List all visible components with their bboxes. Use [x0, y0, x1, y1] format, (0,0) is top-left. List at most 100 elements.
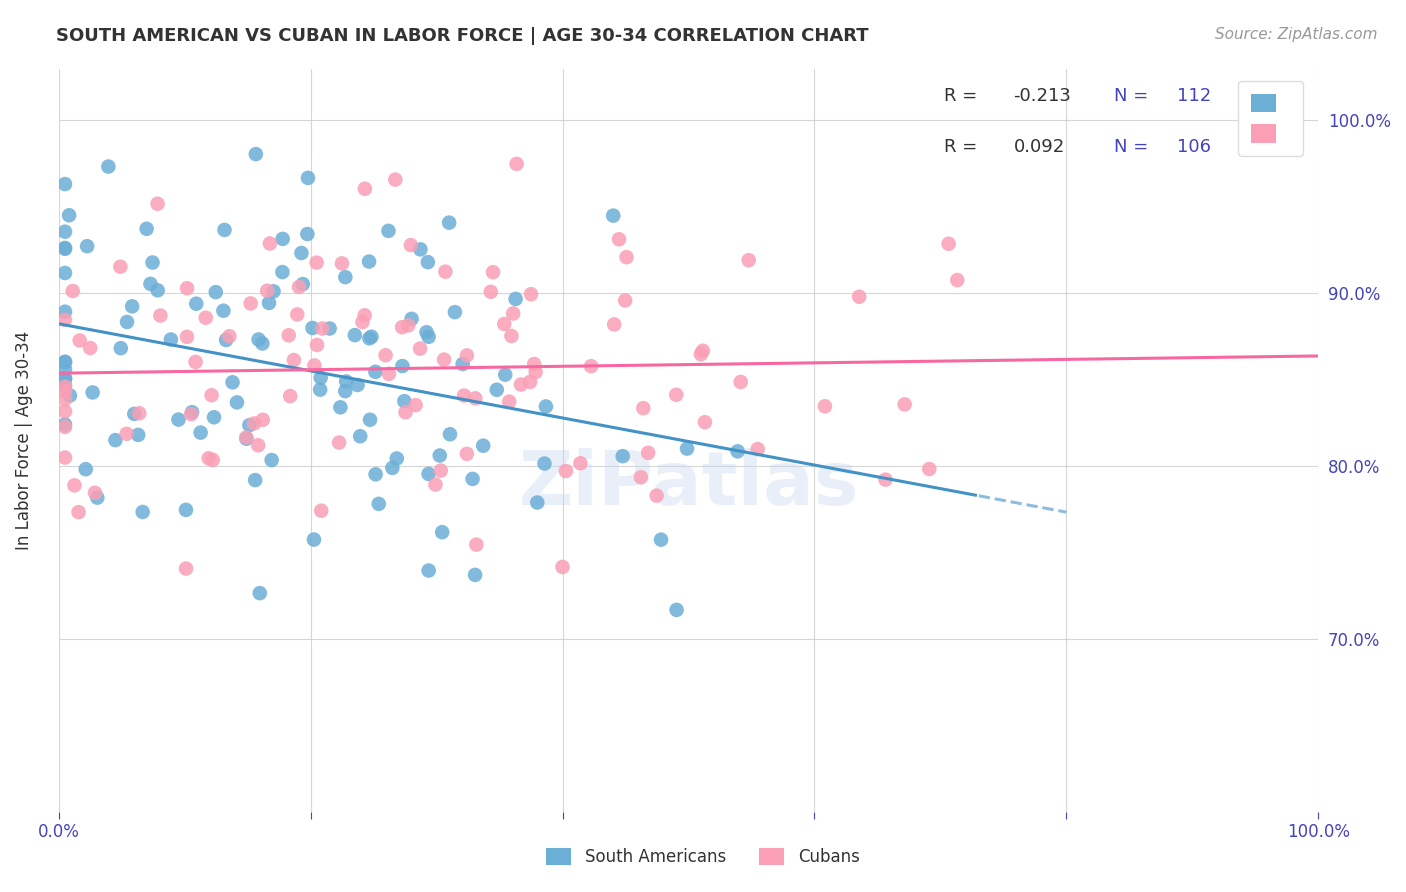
Point	[391, 359, 413, 373]
Point	[637, 446, 659, 460]
Point	[305, 255, 328, 269]
Point	[221, 376, 243, 390]
Point	[181, 405, 204, 419]
Point	[394, 394, 416, 409]
Point	[630, 470, 652, 484]
Point	[429, 464, 451, 478]
Point	[180, 407, 202, 421]
Point	[53, 420, 76, 434]
Point	[63, 478, 86, 492]
Point	[430, 525, 453, 540]
Point	[67, 505, 90, 519]
Point	[53, 266, 76, 280]
Point	[257, 296, 280, 310]
Point	[349, 429, 371, 443]
Point	[260, 453, 283, 467]
Point	[418, 467, 440, 481]
Point	[533, 457, 555, 471]
Point	[554, 464, 576, 478]
Point	[127, 428, 149, 442]
Point	[505, 157, 527, 171]
Point	[416, 255, 439, 269]
Point	[665, 388, 688, 402]
Point	[453, 388, 475, 402]
Point	[612, 449, 634, 463]
Point	[62, 284, 84, 298]
Point	[115, 426, 138, 441]
Point	[53, 312, 76, 326]
Point	[465, 538, 488, 552]
Point	[271, 232, 294, 246]
Point	[364, 467, 387, 482]
Text: SOUTH AMERICAN VS CUBAN IN LABOR FORCE | AGE 30-34 CORRELATION CHART: SOUTH AMERICAN VS CUBAN IN LABOR FORCE |…	[56, 27, 869, 45]
Text: 106: 106	[1177, 137, 1211, 155]
Point	[418, 564, 440, 578]
Point	[456, 348, 478, 362]
Text: R =: R =	[945, 137, 983, 155]
Point	[69, 334, 91, 348]
Point	[53, 241, 76, 255]
Point	[197, 451, 219, 466]
Point	[301, 321, 323, 335]
Point	[167, 412, 190, 426]
Point	[263, 285, 285, 299]
Point	[139, 277, 162, 291]
Point	[614, 293, 637, 308]
Point	[415, 325, 437, 339]
Point	[551, 560, 574, 574]
Point	[396, 318, 419, 333]
Point	[603, 318, 626, 332]
Point	[328, 435, 350, 450]
Point	[367, 497, 389, 511]
Point	[520, 287, 543, 301]
Point	[135, 221, 157, 235]
Point	[82, 385, 104, 400]
Point	[437, 216, 460, 230]
Point	[59, 388, 82, 402]
Point	[461, 472, 484, 486]
Point	[374, 348, 396, 362]
Point	[121, 299, 143, 313]
Text: Source: ZipAtlas.com: Source: ZipAtlas.com	[1215, 27, 1378, 42]
Text: N =: N =	[1114, 87, 1154, 105]
Point	[110, 341, 132, 355]
Point	[523, 357, 546, 371]
Point	[343, 328, 366, 343]
Point	[84, 485, 107, 500]
Point	[58, 208, 80, 222]
Point	[141, 255, 163, 269]
Text: -0.213: -0.213	[1014, 87, 1071, 105]
Point	[353, 308, 375, 322]
Point	[271, 265, 294, 279]
Point	[252, 413, 274, 427]
Point	[146, 283, 169, 297]
Point	[249, 586, 271, 600]
Point	[176, 281, 198, 295]
Point	[302, 533, 325, 547]
Point	[479, 285, 502, 299]
Point	[501, 329, 523, 343]
Point	[384, 172, 406, 186]
Point	[401, 311, 423, 326]
Point	[502, 306, 524, 320]
Point	[364, 365, 387, 379]
Point	[505, 292, 527, 306]
Text: N =: N =	[1114, 137, 1154, 155]
Point	[526, 495, 548, 509]
Point	[494, 368, 516, 382]
Point	[160, 333, 183, 347]
Point	[360, 329, 382, 343]
Point	[693, 415, 716, 429]
Point	[252, 336, 274, 351]
Point	[86, 491, 108, 505]
Point	[405, 398, 427, 412]
Point	[633, 401, 655, 416]
Point	[579, 359, 602, 374]
Point	[304, 359, 326, 373]
Point	[385, 451, 408, 466]
Point	[174, 561, 197, 575]
Point	[288, 280, 311, 294]
Point	[434, 265, 457, 279]
Point	[607, 232, 630, 246]
Point	[128, 406, 150, 420]
